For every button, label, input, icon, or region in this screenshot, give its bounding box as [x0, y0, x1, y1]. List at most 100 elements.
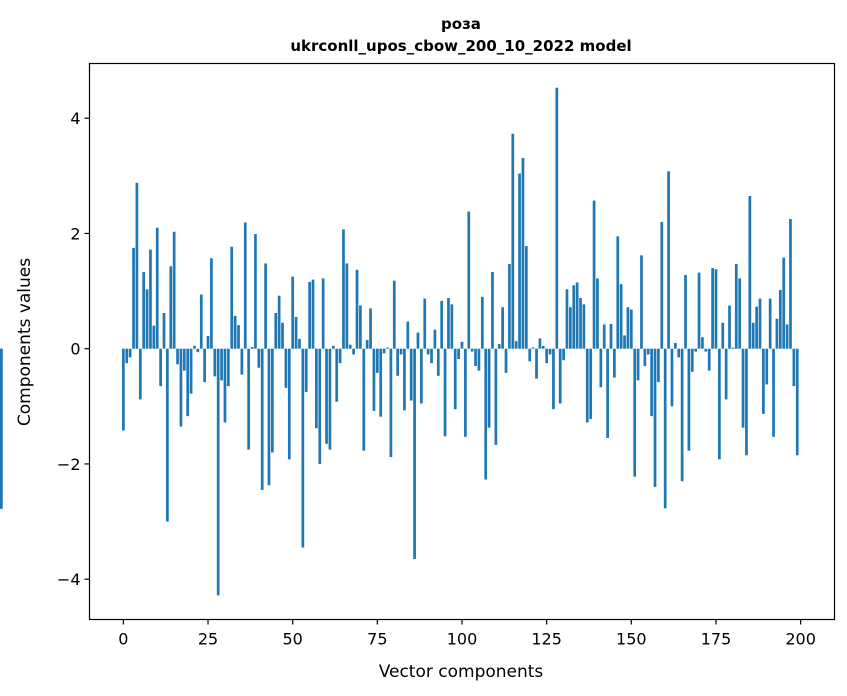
bar-98	[453, 348, 457, 410]
bar-undefined	[0, 348, 3, 361]
bar-115	[511, 133, 515, 349]
bar-103	[470, 348, 474, 352]
bar-157	[653, 348, 657, 487]
y-axis-ticks: −4 −2 0 2 4	[57, 109, 90, 589]
bar-140	[596, 278, 599, 349]
bar-67	[348, 344, 352, 349]
bar-18	[182, 348, 186, 371]
bar-40	[257, 348, 261, 368]
bar-153	[640, 255, 643, 349]
bar-65	[342, 229, 345, 349]
bar-88	[420, 348, 423, 404]
bar-34	[237, 325, 240, 349]
bar-97	[450, 304, 454, 349]
bar-171	[701, 337, 704, 349]
bar-75	[375, 348, 379, 373]
bar-165	[680, 348, 684, 482]
bar-156	[650, 348, 653, 417]
bar-113	[504, 348, 508, 373]
bar-107	[484, 348, 488, 480]
bar-122	[535, 348, 538, 379]
x-tick-label: 50	[283, 630, 303, 649]
bar-19	[186, 348, 190, 417]
bar-119	[524, 246, 528, 349]
bar-26	[210, 258, 213, 349]
bar-186	[751, 322, 755, 349]
bar-22	[196, 348, 200, 353]
bar-124	[541, 345, 545, 349]
bar-32	[230, 246, 234, 349]
bar-170	[697, 272, 701, 349]
bar-12	[162, 312, 166, 349]
bar-126	[548, 348, 552, 355]
bar-116	[514, 341, 518, 349]
bar-152	[636, 348, 640, 381]
bar-181	[734, 264, 738, 349]
bar-99	[457, 348, 460, 360]
bar-87	[416, 332, 420, 349]
bar-184	[745, 348, 748, 456]
bar-137	[585, 348, 589, 423]
bar-7	[145, 289, 149, 349]
bar-84	[406, 321, 410, 349]
x-tick-label: 125	[531, 630, 562, 649]
bar-166	[684, 274, 687, 349]
bar-142	[602, 324, 606, 349]
bar-66	[345, 263, 349, 349]
bar-2	[128, 348, 132, 358]
bar-91	[430, 348, 433, 364]
bar-89	[423, 298, 427, 349]
bar-94	[440, 300, 444, 349]
bar-27	[213, 348, 217, 377]
bar-39	[254, 234, 257, 349]
bar-71	[362, 348, 366, 451]
bar-70	[359, 305, 362, 349]
bar-21	[193, 345, 196, 349]
bar-10	[155, 227, 159, 349]
bar-1	[125, 348, 129, 364]
bar-117	[518, 173, 521, 349]
bar-53	[301, 348, 305, 548]
bar-31	[226, 348, 230, 387]
bar-114	[508, 264, 511, 349]
bar-30	[223, 348, 227, 423]
y-tick-label: −2	[57, 455, 81, 474]
bar-133	[572, 285, 576, 349]
bar-109	[491, 272, 494, 349]
bar-4	[135, 182, 139, 349]
chart-title-line-2: ukrconll_upos_cbow_200_10_2022 model	[290, 37, 631, 55]
x-axis-ticks: 0 25 50 75 100 125 150 175 200	[118, 619, 816, 649]
bar-100	[460, 341, 464, 349]
bar-180	[731, 347, 735, 349]
bar-37	[247, 348, 251, 450]
y-tick-label: 0	[70, 340, 80, 359]
bar-15	[172, 231, 176, 349]
bar-175	[714, 269, 718, 349]
bar-13	[166, 348, 169, 522]
bar-11	[159, 348, 162, 387]
bar-16	[176, 348, 179, 365]
y-axis-label: Components values	[15, 258, 35, 426]
bar-76	[379, 348, 383, 417]
bar-77	[382, 348, 386, 354]
x-tick-label: 175	[701, 630, 732, 649]
bar-85	[409, 348, 413, 401]
bar-135	[579, 298, 582, 349]
bar-129	[558, 348, 562, 404]
bar-182	[738, 278, 742, 349]
bar-144	[609, 323, 613, 349]
bar-43	[267, 348, 271, 486]
bar-50	[291, 276, 295, 349]
bar-193	[775, 318, 779, 349]
bar-112	[501, 307, 504, 349]
bar-20	[189, 348, 193, 394]
x-axis-label: Vector components	[379, 662, 544, 682]
bar-178	[724, 348, 728, 400]
bar-159	[660, 221, 664, 349]
x-tick-label: 25	[198, 630, 218, 649]
bar-131	[565, 289, 569, 349]
bar-199	[795, 348, 799, 456]
bar-81	[396, 348, 400, 376]
bar-62	[331, 345, 335, 349]
bar-160	[663, 348, 667, 509]
